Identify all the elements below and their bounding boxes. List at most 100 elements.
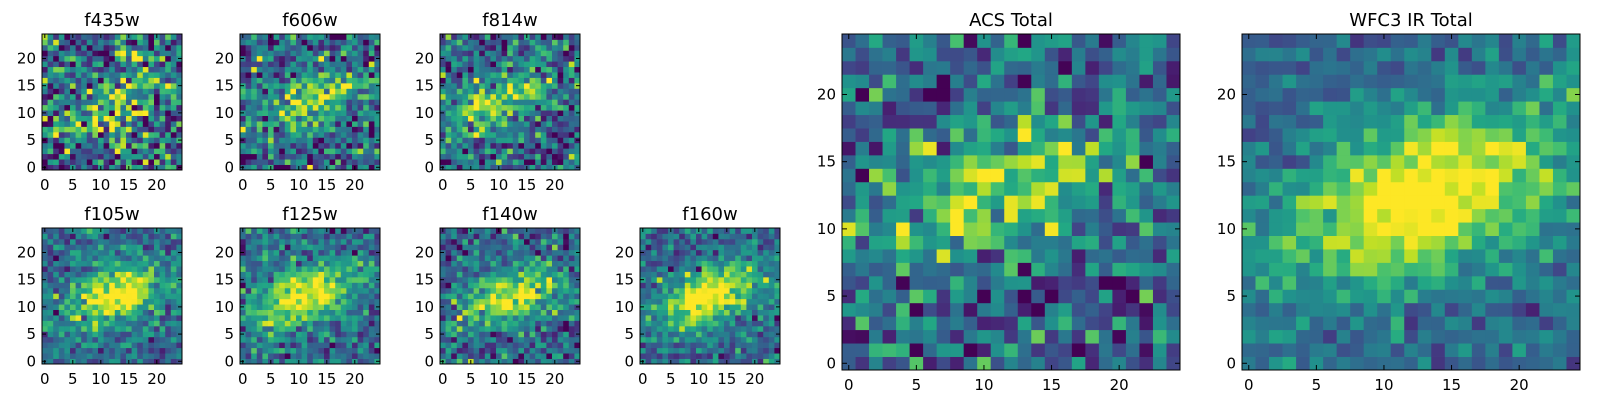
heatmap-cell <box>352 342 358 349</box>
heatmap-cell <box>363 82 370 89</box>
heatmap-cell <box>170 353 177 359</box>
heatmap-cell <box>651 342 658 349</box>
heatmap-cell <box>473 282 480 289</box>
heatmap-cell <box>296 282 302 289</box>
heatmap-cell <box>262 126 269 133</box>
heatmap-cell <box>696 238 702 245</box>
heatmap-cell <box>774 287 781 294</box>
heatmap-cell <box>1139 235 1154 250</box>
heatmap-cell <box>335 255 342 262</box>
heatmap-cell <box>752 238 758 245</box>
heatmap-cell <box>546 153 553 160</box>
heatmap-cell <box>707 315 714 321</box>
heatmap-cell <box>47 34 54 40</box>
heatmap-cell <box>176 233 183 240</box>
heatmap-cell <box>445 164 452 171</box>
heatmap-cell <box>340 142 347 149</box>
heatmap-cell <box>990 275 1005 290</box>
heatmap-cell <box>490 50 497 57</box>
heatmap-cell <box>368 159 375 165</box>
heatmap-cell <box>346 131 353 138</box>
heatmap-cell <box>668 249 674 256</box>
heatmap-cell <box>763 358 770 365</box>
heatmap-cell <box>114 287 121 294</box>
heatmap-cell <box>165 266 172 272</box>
heatmap-cell <box>645 244 652 251</box>
heatmap-cell <box>312 66 319 73</box>
heatmap-cell <box>245 342 252 349</box>
heatmap-cell <box>735 238 742 245</box>
heatmap-cell <box>142 121 149 127</box>
heatmap-cell <box>563 260 570 267</box>
heatmap-cell <box>142 148 149 155</box>
heatmap-cell <box>563 153 570 160</box>
heatmap-cell <box>81 148 88 155</box>
heatmap-cell <box>251 110 258 116</box>
heatmap-cell <box>137 148 144 155</box>
heatmap-cell <box>746 255 753 262</box>
heatmap-cell <box>712 276 719 283</box>
heatmap-cell <box>142 244 149 251</box>
heatmap-cell <box>64 304 71 310</box>
heatmap-cell <box>170 164 177 171</box>
heatmap-cell <box>324 347 330 354</box>
heatmap-cell <box>518 276 525 283</box>
heatmap-cell <box>501 287 508 294</box>
heatmap-cell <box>552 39 558 46</box>
heatmap-cell <box>684 331 691 338</box>
heatmap-cell <box>529 353 536 359</box>
heatmap-cell <box>479 315 486 321</box>
heatmap-cell <box>977 208 992 223</box>
heatmap-cell <box>501 121 508 127</box>
heatmap-cell <box>451 320 458 327</box>
heatmap-cell <box>120 315 127 321</box>
x-tick-label: 5 <box>266 176 276 194</box>
heatmap-cell <box>462 293 469 300</box>
heatmap-cell <box>301 233 308 240</box>
heatmap-cell <box>103 137 110 144</box>
heatmap-cell <box>256 50 263 57</box>
heatmap-cell <box>268 121 274 127</box>
heatmap-cell <box>352 233 358 240</box>
heatmap-cell <box>479 77 486 84</box>
x-tick-label: 5 <box>666 370 676 388</box>
heatmap-cell <box>131 260 138 267</box>
heatmap-cell <box>81 276 88 283</box>
heatmap-cell <box>363 66 370 73</box>
heatmap-cell <box>977 154 992 169</box>
heatmap-cell <box>137 126 144 133</box>
heatmap-cell <box>126 304 132 310</box>
heatmap-cell <box>340 72 347 78</box>
heatmap-cell <box>42 104 48 111</box>
heatmap-cell <box>656 228 663 234</box>
heatmap-cell <box>440 66 446 73</box>
heatmap-cell <box>251 233 258 240</box>
heatmap-cell <box>668 347 674 354</box>
heatmap-cell <box>656 282 663 289</box>
heatmap-cell <box>170 77 177 84</box>
heatmap-cell <box>109 131 116 138</box>
heatmap-cell <box>662 331 669 338</box>
y-tick-label: 20 <box>17 49 36 67</box>
heatmap-cell <box>690 315 697 321</box>
heatmap-cell <box>512 276 519 283</box>
heatmap-cell <box>752 271 758 278</box>
heatmap-cell <box>712 347 719 354</box>
heatmap-cell <box>651 325 658 332</box>
heatmap-cell <box>456 104 463 111</box>
heatmap-cell <box>340 121 347 127</box>
heatmap-cell <box>718 304 725 310</box>
heatmap-cell <box>47 276 54 283</box>
heatmap-cell <box>148 55 155 62</box>
heatmap-cell <box>529 325 536 332</box>
heatmap-cell <box>357 249 364 256</box>
heatmap-cell <box>1166 168 1181 183</box>
heatmap-cell <box>546 88 553 95</box>
heatmap-cell <box>690 271 697 278</box>
heatmap-cell <box>568 164 575 171</box>
heatmap-cell <box>290 347 297 354</box>
heatmap-cell <box>869 329 883 344</box>
heatmap-cell <box>1058 195 1073 210</box>
heatmap-cell <box>662 298 669 305</box>
heatmap-cell <box>524 61 530 68</box>
